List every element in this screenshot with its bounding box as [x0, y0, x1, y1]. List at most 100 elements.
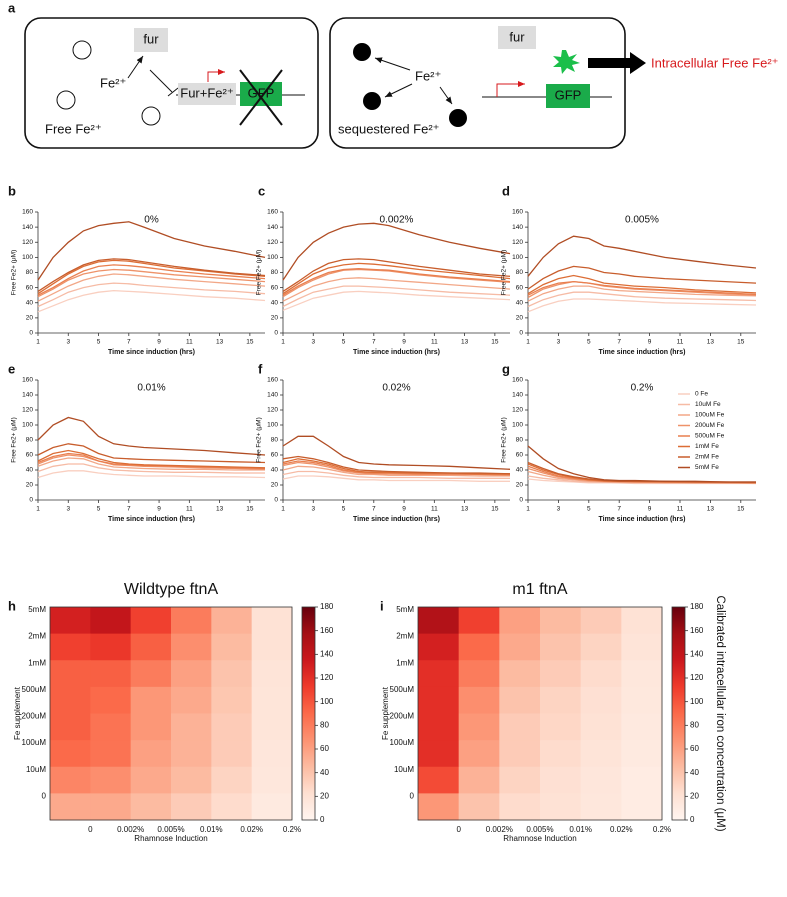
heat-cell [499, 633, 541, 661]
heat-cell [211, 607, 253, 635]
colorbar-tick-label: 140 [320, 649, 334, 658]
heat-cell [171, 633, 212, 661]
x-tick-label: 13 [216, 506, 224, 513]
free-fe: Free Fe²⁺ [45, 121, 102, 136]
x-tick-label: 7 [617, 506, 621, 513]
panel-label: a [8, 0, 16, 15]
fur: fur [509, 29, 525, 44]
y-tick-label: 100uM [22, 738, 47, 747]
chart-title: 0.2% [631, 383, 654, 394]
colorbar [671, 606, 686, 821]
panel-label: e [8, 361, 15, 376]
x-tick-label: 13 [461, 339, 469, 346]
chart-title: Wildtype ftnA [124, 581, 219, 598]
y-tick-label: 140 [267, 392, 278, 399]
iron [141, 106, 161, 126]
heat-cell [499, 686, 541, 714]
x-tick-label: 15 [737, 339, 745, 346]
colorbar-tick-label: 60 [320, 744, 329, 753]
x-tick-label: 15 [246, 506, 254, 513]
colorbar-tick-label: 160 [690, 626, 704, 635]
x-tick-label: 1 [281, 506, 285, 513]
y-axis-label: Free Fe2+ (μM) [11, 250, 18, 295]
heat-cell [580, 607, 622, 635]
x-tick-label: 9 [157, 506, 161, 513]
y-tick-label: 80 [26, 437, 34, 444]
y-tick-label: 40 [26, 299, 34, 306]
series-line [527, 285, 757, 302]
y-tick-label: 1mM [396, 658, 414, 667]
cell-box [329, 17, 626, 149]
series-line [37, 264, 266, 296]
y-tick-label: 60 [26, 284, 34, 291]
heat-cell [418, 793, 460, 821]
colorbar-tick-label: 40 [320, 768, 329, 777]
series-line [37, 463, 265, 474]
x-axis-label: Rhamnose Induction [503, 834, 576, 843]
x-tick-label: 7 [372, 506, 376, 513]
x-tick-label: 0.002% [486, 825, 513, 834]
panel-a: a fur Fe²⁺ Fur+Fe²⁺ GFP Free Fe²⁺ Fe²⁺ f… [8, 0, 779, 149]
arrow [127, 55, 144, 79]
y-tick-label: 160 [512, 377, 523, 384]
heat-cell [540, 740, 582, 768]
cell-box [24, 17, 319, 149]
colorbar-tick-label: 180 [690, 602, 704, 611]
x-axis-label: Time since induction (hrs) [353, 349, 440, 356]
inhibit [149, 69, 173, 93]
y-axis-label: Fe supplement [381, 686, 390, 740]
y-tick-label: 10uM [394, 765, 414, 774]
fe: Fe²⁺ [100, 75, 126, 90]
series-line [282, 470, 510, 479]
x-axis-label: Time since induction (hrs) [599, 349, 686, 356]
x-tick-label: 3 [557, 506, 561, 513]
x-tick-label: 5 [342, 339, 346, 346]
y-tick-label: 160 [22, 377, 33, 384]
heat-cell [540, 607, 582, 635]
x-tick-label: 9 [157, 339, 161, 346]
heat-cell [580, 660, 622, 688]
y-tick-label: 20 [516, 482, 524, 489]
x-tick-label: 5 [587, 506, 591, 513]
series-line [37, 289, 266, 313]
heat-cell [50, 607, 91, 635]
y-tick-label: 60 [516, 284, 524, 291]
big-arrow [588, 52, 646, 74]
x-tick-label: 0.01% [200, 825, 223, 834]
chart-title: m1 ftnA [512, 581, 567, 598]
x-tick-label: 3 [66, 506, 70, 513]
heat-cell [540, 766, 582, 794]
heat-cell [580, 793, 622, 821]
heat-cell [90, 633, 132, 661]
x-tick-label: 5 [342, 506, 346, 513]
x-axis-label: Time since induction (hrs) [108, 516, 195, 523]
heat-cell [418, 766, 460, 794]
heat-cell [130, 607, 172, 635]
heat-cell [90, 740, 132, 768]
heat-cell [50, 713, 91, 741]
colorbar-tick-label: 120 [690, 673, 704, 682]
y-tick-label: 40 [271, 299, 279, 306]
series-line [527, 291, 757, 308]
series-line [37, 268, 266, 298]
y-tick-label: 40 [516, 467, 524, 474]
panel-label: h [8, 598, 16, 613]
y-tick-label: 0 [519, 497, 523, 504]
heat-cell [499, 660, 541, 688]
legend-label: 500uM Fe [695, 433, 725, 440]
x-tick-label: 0.01% [569, 825, 592, 834]
complex: Fur+Fe²⁺ [180, 85, 233, 100]
y-tick-label: 100 [22, 254, 33, 261]
legend-label: 0 Fe [695, 391, 708, 398]
legend-label: 200uM Fe [695, 422, 725, 429]
heat-cell [130, 793, 172, 821]
chart-title: 0.002% [380, 215, 414, 226]
chart-title: 0.005% [625, 215, 659, 226]
y-tick-label: 100 [512, 422, 523, 429]
heat-cell [130, 660, 172, 688]
x-tick-label: 0.002% [117, 825, 144, 834]
y-tick-label: 140 [22, 224, 33, 231]
colorbar-tick-label: 80 [320, 720, 329, 729]
x-axis-label: Time since induction (hrs) [108, 349, 195, 356]
heat-cell [211, 660, 253, 688]
